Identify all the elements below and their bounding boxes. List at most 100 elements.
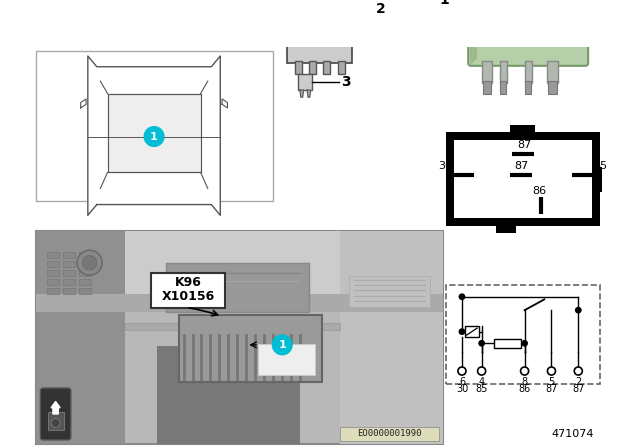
- Bar: [595, 167, 602, 192]
- Bar: [157, 346, 300, 444]
- Polygon shape: [88, 56, 220, 215]
- Bar: [446, 167, 453, 192]
- Bar: [525, 81, 531, 94]
- Text: EO0000001990: EO0000001990: [357, 429, 422, 438]
- Bar: [294, 61, 301, 74]
- Bar: [340, 426, 438, 441]
- Text: 3: 3: [341, 75, 351, 89]
- Circle shape: [51, 418, 60, 427]
- Polygon shape: [307, 90, 310, 97]
- Bar: [125, 323, 340, 330]
- Circle shape: [460, 294, 465, 299]
- Text: 6: 6: [459, 377, 465, 387]
- Bar: [47, 279, 59, 285]
- Bar: [36, 232, 125, 444]
- Bar: [179, 314, 323, 382]
- Text: 471074: 471074: [552, 429, 595, 439]
- Text: 30: 30: [456, 384, 468, 394]
- Bar: [332, 17, 346, 37]
- Bar: [494, 339, 521, 348]
- Text: 4: 4: [479, 377, 484, 387]
- Bar: [483, 81, 492, 94]
- Bar: [335, 0, 344, 9]
- Bar: [79, 261, 92, 267]
- Bar: [548, 81, 557, 94]
- Bar: [296, 20, 305, 34]
- Circle shape: [574, 367, 582, 375]
- Bar: [454, 140, 592, 218]
- Bar: [446, 285, 600, 383]
- Circle shape: [460, 329, 465, 334]
- Text: 8: 8: [522, 377, 527, 387]
- Circle shape: [144, 127, 164, 146]
- Bar: [36, 232, 443, 298]
- Bar: [323, 61, 330, 74]
- Bar: [482, 61, 492, 83]
- Polygon shape: [81, 99, 86, 108]
- Circle shape: [477, 367, 486, 375]
- Bar: [47, 270, 59, 276]
- Bar: [309, 61, 316, 74]
- Circle shape: [77, 250, 102, 275]
- Bar: [500, 81, 506, 94]
- Bar: [312, 0, 327, 12]
- Text: 2: 2: [376, 1, 386, 16]
- Polygon shape: [222, 99, 227, 108]
- Bar: [258, 345, 315, 375]
- Bar: [332, 0, 346, 12]
- Text: 86: 86: [532, 185, 546, 196]
- Bar: [337, 61, 345, 74]
- Bar: [349, 276, 429, 307]
- Polygon shape: [108, 94, 200, 172]
- Bar: [335, 20, 344, 34]
- Bar: [292, 0, 307, 12]
- Bar: [63, 261, 76, 267]
- Bar: [312, 17, 327, 37]
- Bar: [63, 288, 76, 294]
- Circle shape: [547, 367, 556, 375]
- FancyBboxPatch shape: [152, 272, 225, 308]
- Text: 87: 87: [572, 384, 584, 394]
- Bar: [79, 279, 92, 285]
- Bar: [547, 61, 557, 83]
- Bar: [47, 261, 59, 267]
- Text: 87: 87: [518, 140, 532, 150]
- Polygon shape: [471, 0, 476, 63]
- Bar: [63, 252, 76, 258]
- Bar: [63, 279, 76, 285]
- Circle shape: [520, 367, 529, 375]
- Bar: [36, 294, 443, 312]
- Bar: [298, 74, 312, 90]
- Bar: [510, 125, 535, 132]
- Text: 30: 30: [438, 160, 452, 171]
- Bar: [496, 226, 516, 233]
- Bar: [36, 232, 443, 444]
- Bar: [586, 0, 593, 45]
- FancyBboxPatch shape: [40, 388, 71, 440]
- Text: 86: 86: [518, 384, 531, 394]
- Bar: [47, 412, 63, 430]
- Text: 1: 1: [150, 132, 158, 142]
- Bar: [36, 51, 273, 201]
- Bar: [340, 232, 443, 444]
- Text: X10156: X10156: [161, 290, 214, 303]
- Bar: [287, 0, 352, 63]
- Bar: [525, 61, 532, 83]
- Polygon shape: [300, 90, 303, 97]
- Bar: [79, 288, 92, 294]
- Text: 1: 1: [440, 0, 449, 8]
- Circle shape: [522, 340, 527, 346]
- Bar: [166, 263, 309, 312]
- Text: 85: 85: [476, 384, 488, 394]
- Circle shape: [479, 340, 484, 346]
- FancyBboxPatch shape: [468, 0, 588, 66]
- Bar: [47, 288, 59, 294]
- Circle shape: [575, 307, 581, 313]
- Circle shape: [273, 335, 292, 355]
- Bar: [79, 252, 92, 258]
- Bar: [296, 0, 305, 9]
- Text: 87: 87: [545, 384, 557, 394]
- Bar: [47, 252, 59, 258]
- Text: 85: 85: [593, 160, 607, 171]
- Bar: [446, 132, 600, 226]
